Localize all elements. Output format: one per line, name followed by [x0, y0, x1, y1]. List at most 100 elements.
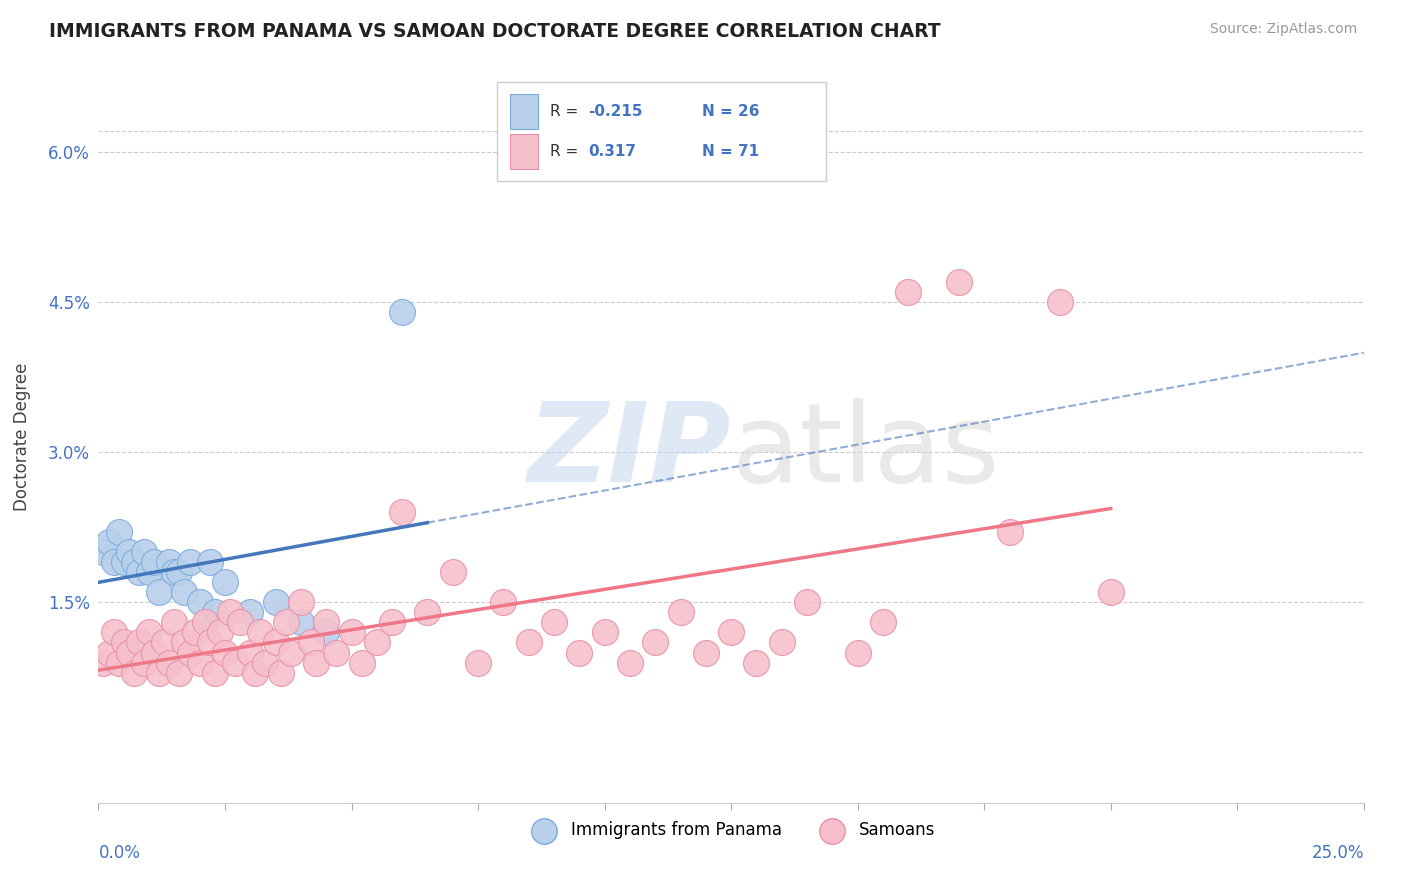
Text: IMMIGRANTS FROM PANAMA VS SAMOAN DOCTORATE DEGREE CORRELATION CHART: IMMIGRANTS FROM PANAMA VS SAMOAN DOCTORA… — [49, 22, 941, 41]
Point — [239, 606, 262, 620]
Point — [173, 585, 195, 599]
Point — [644, 635, 666, 649]
Point — [720, 625, 742, 640]
Point — [112, 555, 135, 569]
Point — [846, 646, 869, 660]
Point — [208, 625, 231, 640]
Point — [153, 635, 176, 649]
Point — [179, 646, 201, 660]
Point — [543, 615, 565, 630]
Point — [299, 635, 322, 649]
Point — [103, 555, 125, 569]
Point — [179, 555, 201, 569]
Point — [290, 595, 312, 609]
Point — [219, 606, 242, 620]
Point — [340, 625, 363, 640]
Point — [264, 635, 287, 649]
Point — [93, 656, 115, 670]
FancyBboxPatch shape — [510, 94, 537, 129]
Point — [872, 615, 894, 630]
Point — [132, 656, 155, 670]
Point — [194, 615, 217, 630]
Point — [391, 505, 413, 519]
Point — [391, 305, 413, 319]
Point — [148, 585, 170, 599]
Point — [264, 595, 287, 609]
Point — [467, 656, 489, 670]
Point — [274, 615, 297, 630]
Point — [669, 606, 692, 620]
Point — [143, 646, 166, 660]
Point — [204, 665, 226, 680]
Point — [998, 525, 1021, 540]
Legend: Immigrants from Panama, Samoans: Immigrants from Panama, Samoans — [520, 814, 942, 846]
Point — [169, 665, 191, 680]
Point — [132, 545, 155, 559]
Point — [270, 665, 292, 680]
Text: 0.317: 0.317 — [588, 145, 636, 160]
Point — [128, 566, 150, 580]
Text: atlas: atlas — [731, 398, 1000, 505]
Point — [366, 635, 388, 649]
Text: N = 26: N = 26 — [702, 104, 759, 120]
Point — [138, 566, 160, 580]
Y-axis label: Doctorate Degree: Doctorate Degree — [14, 363, 31, 511]
Point — [239, 646, 262, 660]
Point — [122, 555, 145, 569]
Text: R =: R = — [550, 145, 583, 160]
Point — [97, 646, 120, 660]
Text: Source: ZipAtlas.com: Source: ZipAtlas.com — [1209, 22, 1357, 37]
Point — [745, 656, 768, 670]
Point — [280, 646, 302, 660]
Point — [254, 656, 277, 670]
Point — [619, 656, 641, 670]
Point — [290, 615, 312, 630]
Point — [492, 595, 515, 609]
Point — [163, 615, 186, 630]
Text: ZIP: ZIP — [527, 398, 731, 505]
Point — [157, 656, 180, 670]
Point — [214, 646, 236, 660]
Point — [593, 625, 616, 640]
Point — [315, 625, 337, 640]
Point — [214, 575, 236, 590]
Point — [143, 555, 166, 569]
Point — [568, 646, 591, 660]
Point — [695, 646, 717, 660]
Point — [128, 635, 150, 649]
Point — [245, 665, 267, 680]
FancyBboxPatch shape — [498, 82, 825, 181]
Point — [204, 606, 226, 620]
Point — [1049, 294, 1071, 309]
Text: R =: R = — [550, 104, 583, 120]
Point — [381, 615, 404, 630]
Text: 0.0%: 0.0% — [98, 845, 141, 863]
Point — [118, 545, 141, 559]
Point — [1099, 585, 1122, 599]
Text: -0.215: -0.215 — [588, 104, 643, 120]
Point — [173, 635, 195, 649]
Point — [188, 595, 211, 609]
Point — [198, 555, 221, 569]
Text: 25.0%: 25.0% — [1312, 845, 1364, 863]
Point — [224, 656, 246, 670]
Point — [183, 625, 205, 640]
Point — [103, 625, 125, 640]
Point — [517, 635, 540, 649]
Point — [163, 566, 186, 580]
Point — [305, 656, 328, 670]
Point — [188, 656, 211, 670]
Point — [97, 535, 120, 549]
Point — [122, 665, 145, 680]
Point — [169, 566, 191, 580]
Point — [107, 656, 129, 670]
Point — [198, 635, 221, 649]
Point — [325, 646, 347, 660]
FancyBboxPatch shape — [510, 135, 537, 169]
Point — [229, 615, 252, 630]
Point — [948, 275, 970, 289]
Point — [118, 646, 141, 660]
Point — [441, 566, 464, 580]
Point — [107, 525, 129, 540]
Point — [796, 595, 818, 609]
